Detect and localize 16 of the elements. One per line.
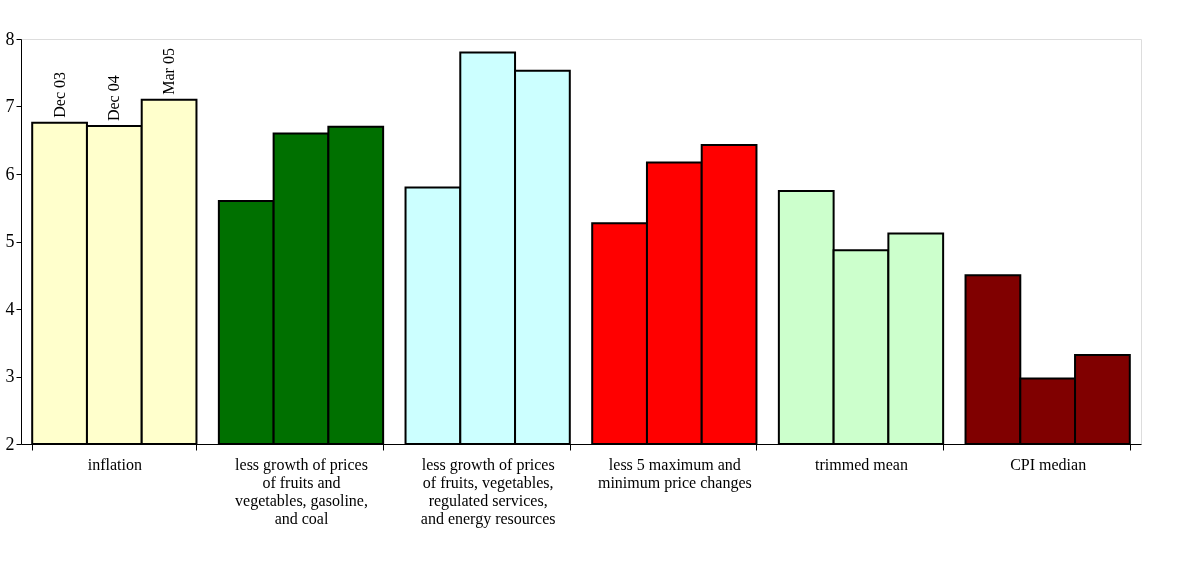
x-tick-label: trimmed mean (815, 455, 908, 473)
x-tick-label: less 5 maximum and minimum price changes (597, 455, 752, 492)
x-tick-label: less growth of prices of fruits, vegetables, regulated services, and energy resources (420, 455, 556, 528)
text: Dec 03 (50, 71, 68, 118)
text: Mar 05 (160, 48, 178, 95)
y-tick-label: 5 (5, 231, 15, 251)
x-tick-label: less growth of prices of fruits and vegetables, gasoline, and coal (235, 455, 368, 527)
y-tick-label: 6 (5, 163, 15, 184)
y-tick-label: 8 (5, 28, 15, 49)
y-tick-label: 4 (5, 298, 15, 319)
y-tick-label: 7 (5, 96, 15, 116)
x-tick-label: inflation (87, 455, 142, 473)
y-tick-label: 2 (5, 433, 15, 454)
y-tick-label: 3 (5, 366, 15, 386)
x-tick-label: CPI median (1010, 455, 1087, 473)
text: Dec 04 (105, 75, 123, 122)
